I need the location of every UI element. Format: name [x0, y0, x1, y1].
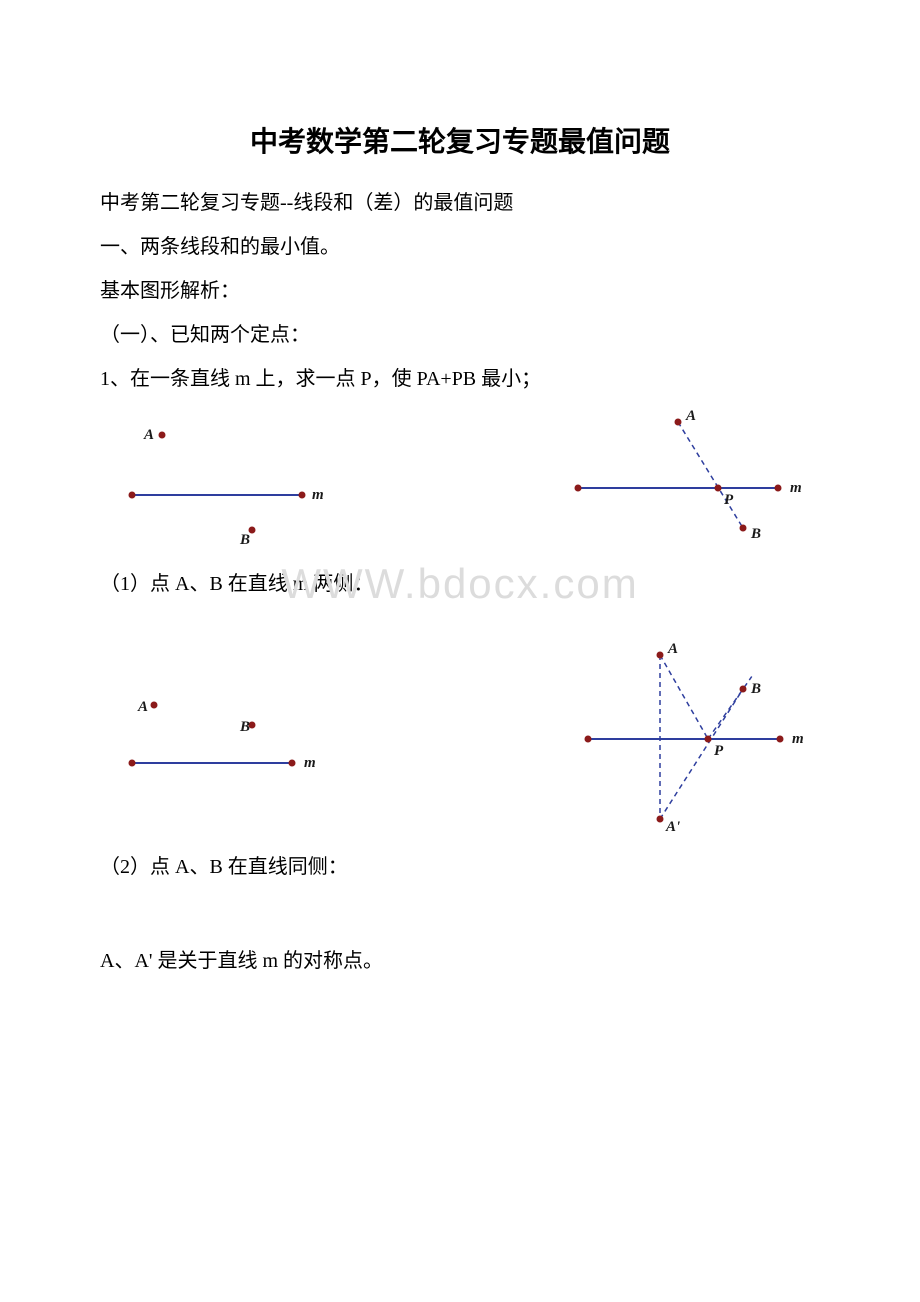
figure-row-2: m A B m A B P A': [100, 643, 820, 838]
svg-text:B: B: [750, 681, 761, 697]
figure-2-left: m A B: [112, 683, 342, 798]
section-heading: 一、两条线段和的最小值。: [100, 228, 820, 266]
diagram-svg: m A B: [112, 415, 342, 545]
svg-text:A: A: [685, 410, 696, 424]
diagram-svg: m A B P A': [548, 643, 808, 833]
note-text: A、A' 是关于直线 m 的对称点。: [100, 942, 820, 980]
svg-text:m: m: [792, 731, 804, 747]
section-heading: （一）、已知两个定点：: [100, 316, 820, 354]
diagram-svg: m A B: [112, 683, 342, 793]
svg-text:A: A: [137, 699, 148, 715]
subtitle: 中考第二轮复习专题--线段和（差）的最值问题: [100, 184, 820, 222]
svg-text:B: B: [750, 526, 761, 542]
svg-text:P: P: [724, 492, 734, 508]
figure-row-1: m A B m A B P: [100, 410, 820, 555]
figure-2-right: m A B P A': [548, 643, 808, 838]
case-label: （2）点 A、B 在直线同侧：: [100, 848, 820, 886]
svg-text:B: B: [239, 532, 250, 545]
svg-text:A': A': [665, 819, 680, 833]
svg-text:m: m: [304, 755, 316, 771]
svg-text:B: B: [239, 719, 250, 735]
figure-1-left: m A B: [112, 415, 342, 550]
svg-text:m: m: [790, 480, 802, 496]
svg-text:P: P: [714, 743, 724, 759]
problem-statement: 1、在一条直线 m 上，求一点 P，使 PA+PB 最小；: [100, 360, 820, 398]
diagram-svg: m A B P: [548, 410, 808, 550]
svg-text:A: A: [143, 427, 154, 443]
section-heading: 基本图形解析：: [100, 272, 820, 310]
figure-1-right: m A B P: [548, 410, 808, 555]
case-label: （1）点 A、B 在直线 m 两侧：: [100, 565, 820, 603]
page-title: 中考数学第二轮复习专题最值问题: [100, 120, 820, 160]
svg-text:A: A: [667, 643, 678, 657]
svg-text:m: m: [312, 487, 324, 503]
